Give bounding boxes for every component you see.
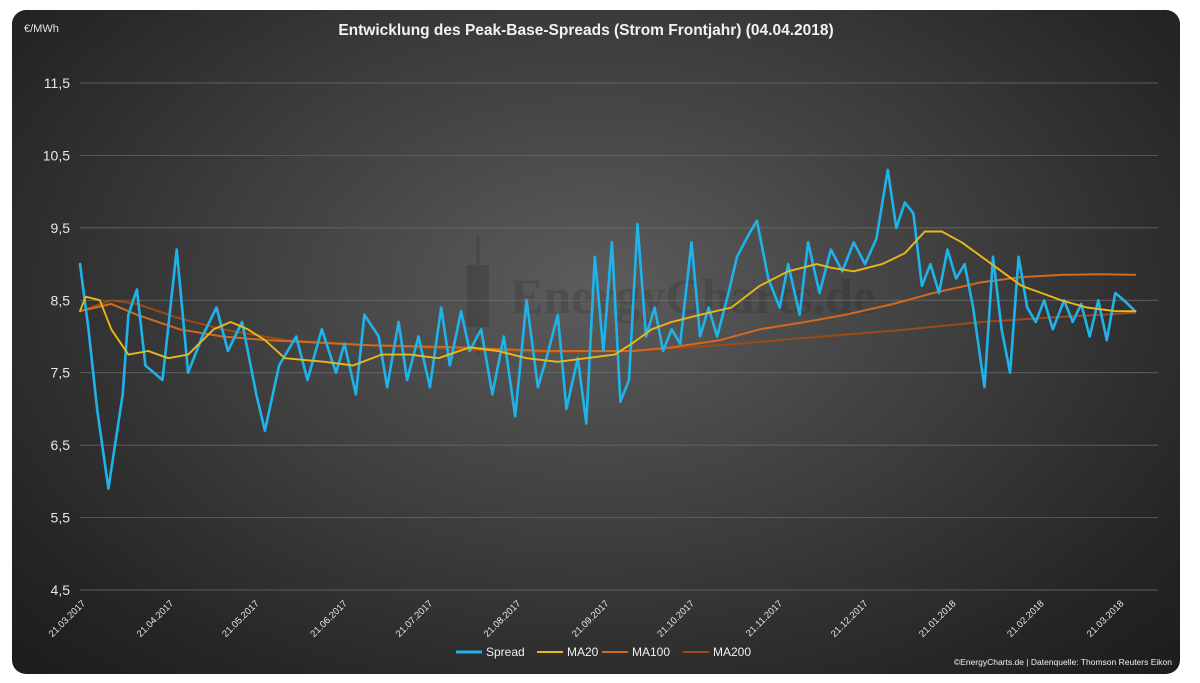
series-layer — [78, 168, 1137, 490]
x-tick-label-5: 21.08.2017 — [482, 598, 523, 639]
unit-label: €/MWh — [24, 23, 59, 35]
watermark-logo: EnergyCharts.de — [467, 235, 875, 355]
x-tick-label-9: 21.12.2017 — [829, 598, 870, 639]
legend-label-ma100: MA100 — [632, 645, 670, 659]
chart-title: Entwicklung des Peak-Base-Spreads (Strom… — [338, 22, 833, 39]
y-tick-label-5: 9,5 — [51, 220, 71, 236]
watermark-candle — [467, 265, 489, 327]
x-tick-label-0: 21.03.2017 — [47, 598, 88, 639]
y-axis-ticks: 4,5 5,5 6,5 7,5 8,5 9,5 10,5 11,5 — [43, 75, 70, 598]
grid-layer — [80, 82, 1158, 591]
x-tick-label-3: 21.06.2017 — [308, 598, 349, 639]
y-tick-label-4: 8,5 — [51, 292, 71, 308]
y-tick-label-3: 7,5 — [51, 365, 71, 381]
legend-label-ma200: MA200 — [713, 645, 751, 659]
legend: Spread MA20 MA100 MA200 — [456, 645, 751, 659]
x-tick-label-6: 21.09.2017 — [570, 598, 611, 639]
series-line-spread — [78, 168, 1137, 490]
chart-panel: EnergyCharts.de Entwicklung des Peak-Bas… — [12, 10, 1180, 674]
x-tick-label-8: 21.11.2017 — [744, 598, 785, 639]
x-tick-label-2: 21.05.2017 — [220, 598, 261, 639]
legend-label-spread: Spread — [486, 645, 525, 659]
y-tick-label-6: 10,5 — [43, 147, 70, 163]
series-line-ma200 — [79, 299, 1137, 354]
y-tick-label-7: 11,5 — [44, 75, 70, 91]
series-line-ma20 — [79, 230, 1137, 367]
x-axis-ticks: 21.03.2017 21.04.2017 21.05.2017 21.06.2017… — [47, 598, 1127, 639]
x-tick-label-7: 21.10.2017 — [655, 598, 696, 639]
x-tick-label-10: 21.01.2018 — [917, 598, 958, 639]
x-tick-label-11: 21.02.2018 — [1005, 598, 1046, 639]
chart-svg: EnergyCharts.de Entwicklung des Peak-Bas… — [24, 22, 1172, 667]
x-tick-label-1: 21.04.2017 — [135, 598, 176, 639]
watermark-text: EnergyCharts.de — [510, 268, 875, 324]
x-tick-label-12: 21.03.2018 — [1085, 598, 1126, 639]
y-tick-label-1: 5,5 — [51, 510, 71, 526]
y-tick-label-0: 4,5 — [51, 582, 71, 598]
x-tick-label-4: 21.07.2017 — [394, 598, 435, 639]
legend-label-ma20: MA20 — [567, 645, 599, 659]
credit-text: ©EnergyCharts.de | Datenquelle: Thomson … — [954, 657, 1172, 667]
y-tick-label-2: 6,5 — [51, 437, 71, 453]
